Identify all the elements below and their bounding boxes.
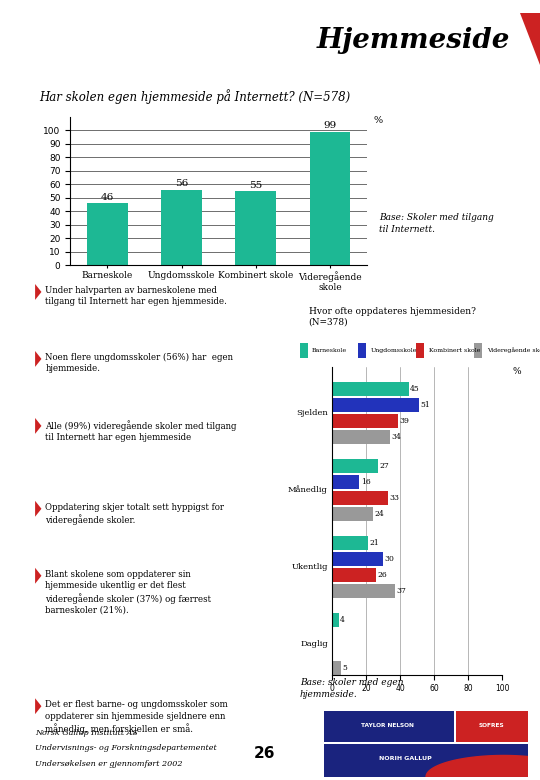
Text: Barneskole: Barneskole bbox=[312, 348, 347, 353]
Bar bbox=[309, 132, 350, 265]
Polygon shape bbox=[426, 756, 540, 777]
Text: Undersøkelsen er gjennomført 2002: Undersøkelsen er gjennomført 2002 bbox=[35, 760, 183, 768]
Text: Kombinert skole: Kombinert skole bbox=[429, 348, 480, 353]
Bar bbox=[332, 414, 399, 427]
Text: 26: 26 bbox=[377, 571, 387, 579]
Text: Hjemmeside: Hjemmeside bbox=[316, 27, 510, 54]
Polygon shape bbox=[35, 501, 42, 516]
Bar bbox=[235, 191, 276, 265]
Bar bbox=[300, 342, 308, 358]
Bar bbox=[332, 430, 390, 444]
Text: Blant skolene som oppdaterer sin
hjemmeside ukentlig er det flest
videregående s: Blant skolene som oppdaterer sin hjemmes… bbox=[45, 570, 211, 615]
Text: 33: 33 bbox=[389, 494, 400, 502]
Text: %: % bbox=[512, 367, 521, 376]
Bar bbox=[332, 398, 419, 412]
Bar bbox=[456, 711, 528, 743]
Bar bbox=[358, 342, 366, 358]
Bar bbox=[324, 744, 528, 777]
Text: Base: skoler med egen
hjemmeside.: Base: skoler med egen hjemmeside. bbox=[300, 678, 403, 699]
Bar bbox=[324, 711, 454, 743]
Text: Videregående sko: Videregående sko bbox=[487, 347, 540, 353]
Bar bbox=[332, 475, 359, 489]
Text: Ungdomsskole: Ungdomsskole bbox=[370, 348, 417, 353]
Text: Hvor ofte oppdateres hjemmesiden?
(N=378): Hvor ofte oppdateres hjemmesiden? (N=378… bbox=[309, 307, 476, 327]
Text: Base: Skoler med tilgang
til Internett.: Base: Skoler med tilgang til Internett. bbox=[379, 213, 494, 234]
Polygon shape bbox=[35, 284, 42, 300]
Text: NORIH GALLUP: NORIH GALLUP bbox=[379, 757, 432, 761]
Bar bbox=[332, 568, 376, 582]
Text: Oppdatering skjer totalt sett hyppigst for
videregående skoler.: Oppdatering skjer totalt sett hyppigst f… bbox=[45, 503, 224, 526]
Bar bbox=[87, 204, 128, 265]
Text: 55: 55 bbox=[249, 181, 262, 190]
Polygon shape bbox=[35, 418, 42, 434]
Text: 4: 4 bbox=[340, 616, 345, 624]
Text: 30: 30 bbox=[384, 555, 394, 563]
Text: 24: 24 bbox=[374, 509, 384, 518]
Text: 46: 46 bbox=[100, 193, 114, 202]
Polygon shape bbox=[35, 568, 42, 583]
Bar bbox=[332, 661, 341, 675]
Bar bbox=[332, 382, 409, 396]
Text: 51: 51 bbox=[420, 401, 430, 409]
Text: TAYLOR NELSON: TAYLOR NELSON bbox=[361, 723, 414, 729]
Bar bbox=[161, 190, 202, 265]
Bar bbox=[475, 342, 482, 358]
Polygon shape bbox=[35, 351, 42, 367]
Text: Alle (99%) videregående skoler med tilgang
til Internett har egen hjemmeside: Alle (99%) videregående skoler med tilga… bbox=[45, 420, 237, 442]
Bar bbox=[332, 536, 368, 550]
Text: 5: 5 bbox=[342, 664, 347, 672]
Text: Noen flere ungdomsskoler (56%) har  egen
hjemmeside.: Noen flere ungdomsskoler (56%) har egen … bbox=[45, 353, 233, 374]
Bar bbox=[332, 491, 388, 505]
Text: 37: 37 bbox=[396, 587, 406, 594]
Text: 45: 45 bbox=[410, 385, 420, 393]
Text: Under halvparten av barneskolene med
tilgang til Internett har egen hjemmeside.: Under halvparten av barneskolene med til… bbox=[45, 286, 227, 307]
Polygon shape bbox=[520, 13, 540, 65]
Text: Har skolen egen hjemmeside på Internett? (N=578): Har skolen egen hjemmeside på Internett?… bbox=[39, 89, 351, 105]
Bar bbox=[332, 613, 339, 627]
Text: SOFRES: SOFRES bbox=[478, 723, 504, 729]
Text: 34: 34 bbox=[392, 433, 401, 441]
Text: 27: 27 bbox=[380, 462, 389, 470]
Bar bbox=[332, 459, 378, 473]
Text: Det er flest barne- og ungdomsskoler som
oppdaterer sin hjemmeside sjeldnere enn: Det er flest barne- og ungdomsskoler som… bbox=[45, 700, 228, 734]
Text: 56: 56 bbox=[175, 179, 188, 189]
Text: 39: 39 bbox=[400, 417, 410, 425]
Text: 16: 16 bbox=[361, 478, 370, 486]
Text: %: % bbox=[373, 115, 382, 125]
Polygon shape bbox=[35, 698, 42, 714]
Text: 26: 26 bbox=[254, 746, 275, 761]
Bar bbox=[416, 342, 424, 358]
Bar bbox=[332, 552, 383, 566]
Text: 21: 21 bbox=[369, 539, 379, 547]
Text: Undervisnings- og Forskningsdepartementet: Undervisnings- og Forskningsdepartemente… bbox=[35, 744, 217, 753]
Bar bbox=[332, 507, 373, 521]
Text: Norsk Gallup Institutt AS: Norsk Gallup Institutt AS bbox=[35, 729, 138, 736]
Text: 99: 99 bbox=[323, 122, 337, 130]
Bar bbox=[332, 583, 395, 597]
